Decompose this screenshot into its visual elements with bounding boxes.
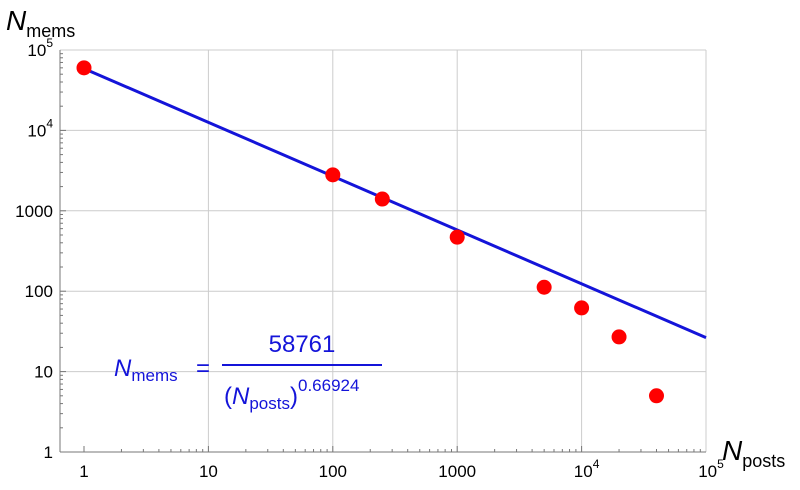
- x-tick-label: 100: [319, 462, 347, 481]
- data-point: [325, 167, 341, 183]
- data-point: [374, 191, 390, 207]
- tick-labels: 1 10 100 1000 104 105 1 10 100 1000 104 105: [15, 36, 724, 481]
- equation-equals: =: [196, 355, 210, 382]
- y-tick-label: 105: [27, 36, 53, 60]
- data-point: [648, 388, 664, 404]
- data-point: [611, 329, 627, 345]
- equation-den-close: ): [290, 383, 298, 410]
- data-point: [536, 279, 552, 295]
- x-tick-label: 10: [199, 462, 218, 481]
- x-tick-label: 104: [574, 457, 600, 481]
- fit-equation: Nmems = 58761 (Nposts)0.66924: [114, 331, 382, 413]
- fit-line: [83, 67, 707, 339]
- axes: [59, 50, 706, 453]
- equation-den-sub: posts: [249, 394, 290, 413]
- y-tick-label: 10: [34, 363, 53, 382]
- x-tick-label: 1: [79, 462, 88, 481]
- y-axis-label-sub: mems: [26, 21, 75, 41]
- svg-text:Nmems: Nmems: [114, 355, 178, 385]
- y-tick-label: 100: [25, 282, 53, 301]
- x-tick-label: 105: [698, 457, 724, 481]
- x-axis-label: Nposts: [722, 435, 785, 471]
- x-axis-label-sub: posts: [742, 451, 785, 471]
- grid-lines: [60, 49, 707, 452]
- data-point: [574, 300, 590, 316]
- y-tick-label: 1000: [15, 202, 53, 221]
- equation-den-main: N: [232, 383, 250, 410]
- data-points: [76, 60, 664, 404]
- equation-lhs-main: N: [114, 355, 132, 382]
- equation-den-exp: 0.66924: [298, 376, 359, 395]
- y-tick-label: 1: [44, 443, 53, 462]
- equation-lhs-sub: mems: [131, 366, 177, 385]
- y-axis-label: Nmems: [6, 5, 75, 41]
- x-axis-label-main: N: [722, 435, 743, 466]
- data-point: [76, 60, 92, 76]
- y-axis-label-main: N: [6, 5, 27, 36]
- svg-text:(Nposts)0.66924: (Nposts)0.66924: [224, 376, 359, 413]
- equation-den-open: (: [224, 383, 232, 410]
- data-point: [449, 229, 465, 245]
- equation-numerator: 58761: [269, 331, 336, 358]
- y-tick-label: 104: [27, 116, 53, 140]
- x-tick-label: 1000: [438, 462, 476, 481]
